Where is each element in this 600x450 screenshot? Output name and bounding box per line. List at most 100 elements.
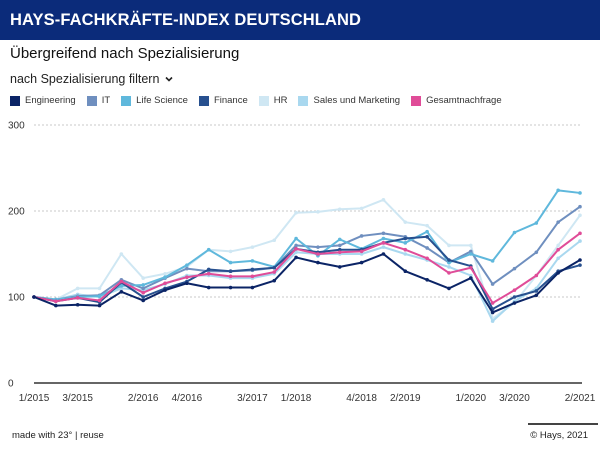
data-point xyxy=(490,259,495,263)
legend-item-finance[interactable]: Finance xyxy=(198,95,248,106)
data-point xyxy=(534,273,539,278)
data-point xyxy=(141,290,145,295)
legend-item-sales-und-marketing[interactable]: Sales und Marketing xyxy=(298,95,400,106)
data-point xyxy=(316,260,320,265)
data-point xyxy=(119,286,124,291)
data-point xyxy=(75,296,80,300)
data-point xyxy=(32,295,36,299)
data-point xyxy=(490,282,495,286)
legend-item-life-science[interactable]: Life Science xyxy=(121,95,188,106)
data-point xyxy=(54,303,58,308)
data-point xyxy=(578,213,582,218)
x-tick-label: 1/2015 xyxy=(19,393,50,404)
legend-item-it[interactable]: IT xyxy=(86,95,111,106)
data-point xyxy=(512,266,517,271)
data-point xyxy=(381,245,386,249)
x-tick-label: 3/2017 xyxy=(237,393,268,404)
data-point xyxy=(403,241,408,245)
data-point xyxy=(425,223,429,228)
data-point xyxy=(469,265,473,270)
data-point xyxy=(97,298,102,303)
data-point xyxy=(425,235,429,239)
data-point xyxy=(447,271,451,275)
data-point xyxy=(490,301,495,305)
data-point xyxy=(316,245,320,249)
data-point xyxy=(141,276,145,280)
data-point xyxy=(403,252,408,256)
data-point xyxy=(490,319,495,323)
data-point xyxy=(425,246,429,250)
reuse-link[interactable]: reuse xyxy=(80,430,104,441)
data-point xyxy=(294,250,298,255)
data-point xyxy=(381,236,386,241)
data-point xyxy=(447,260,451,265)
data-point xyxy=(294,236,298,241)
data-point xyxy=(556,256,560,261)
made-with-text: made with 23° xyxy=(12,430,73,441)
data-point xyxy=(206,267,211,272)
line-chart: 0 100 200 300 1/2015 3/2015 2/2016 4/2016 3/2017… xyxy=(8,121,596,405)
data-point xyxy=(228,260,233,265)
data-point xyxy=(403,220,408,224)
data-point xyxy=(512,288,517,292)
data-point xyxy=(206,271,211,276)
data-point xyxy=(337,237,342,242)
legend-label: Engineering xyxy=(25,95,76,106)
data-point xyxy=(469,249,473,254)
data-point xyxy=(534,221,539,225)
data-point xyxy=(490,310,495,315)
data-point xyxy=(447,265,451,269)
data-point xyxy=(425,256,429,261)
y-tick-label: 0 xyxy=(8,379,14,390)
data-point xyxy=(75,302,80,307)
data-point xyxy=(119,284,124,288)
legend-swatch xyxy=(198,95,209,106)
legend-label: IT xyxy=(101,95,111,106)
data-point xyxy=(272,238,277,243)
footer-separator: | xyxy=(74,430,78,441)
legend-item-gesamtnachfrage[interactable]: Gesamtnachfrage xyxy=(411,95,502,106)
data-point xyxy=(556,247,560,252)
data-point xyxy=(359,249,364,254)
data-point xyxy=(185,281,189,286)
x-tick-label: 2/2019 xyxy=(390,393,421,404)
data-point xyxy=(250,259,255,263)
data-point xyxy=(250,285,255,290)
legend-swatch xyxy=(411,95,422,106)
legend-item-engineering[interactable]: Engineering xyxy=(10,95,76,106)
legend-item-hr[interactable]: HR xyxy=(258,95,288,106)
legend-label: Gesamtnachfrage xyxy=(426,95,502,106)
y-tick-label: 200 xyxy=(8,207,25,218)
data-point xyxy=(294,243,298,248)
header-title: HAYS-FACHKRÄFTE-INDEX DEUTSCHLAND xyxy=(10,11,362,29)
data-point xyxy=(403,236,408,241)
data-point xyxy=(359,252,364,256)
legend-label: HR xyxy=(273,95,288,106)
data-point xyxy=(425,278,429,282)
legend-label: Finance xyxy=(213,95,248,106)
data-point xyxy=(403,247,408,252)
data-point xyxy=(469,243,473,248)
x-tick-label: 1/2018 xyxy=(281,393,312,404)
data-point xyxy=(185,266,189,271)
x-tick-label: 4/2018 xyxy=(346,393,377,404)
y-tick-label: 100 xyxy=(8,293,25,304)
data-point xyxy=(359,260,364,265)
data-point xyxy=(381,241,386,245)
footer-divider xyxy=(528,423,598,425)
x-tick-label: 3/2020 xyxy=(499,393,530,404)
x-tick-label: 3/2015 xyxy=(62,393,93,404)
data-point xyxy=(250,267,255,272)
series-line xyxy=(33,232,581,305)
data-point xyxy=(250,274,255,279)
chart-legend: Engineering IT Life Science Finance HR Sales … xyxy=(10,95,513,106)
data-point xyxy=(163,271,167,276)
specialization-filter-dropdown[interactable]: nach Spezialisierung filtern xyxy=(10,72,174,86)
data-point xyxy=(272,278,277,283)
legend-swatch xyxy=(86,95,97,106)
data-point xyxy=(556,243,560,248)
series-line xyxy=(33,253,581,314)
x-tick-label: 2/2016 xyxy=(128,393,159,404)
data-point xyxy=(337,247,342,252)
data-point xyxy=(54,299,58,304)
